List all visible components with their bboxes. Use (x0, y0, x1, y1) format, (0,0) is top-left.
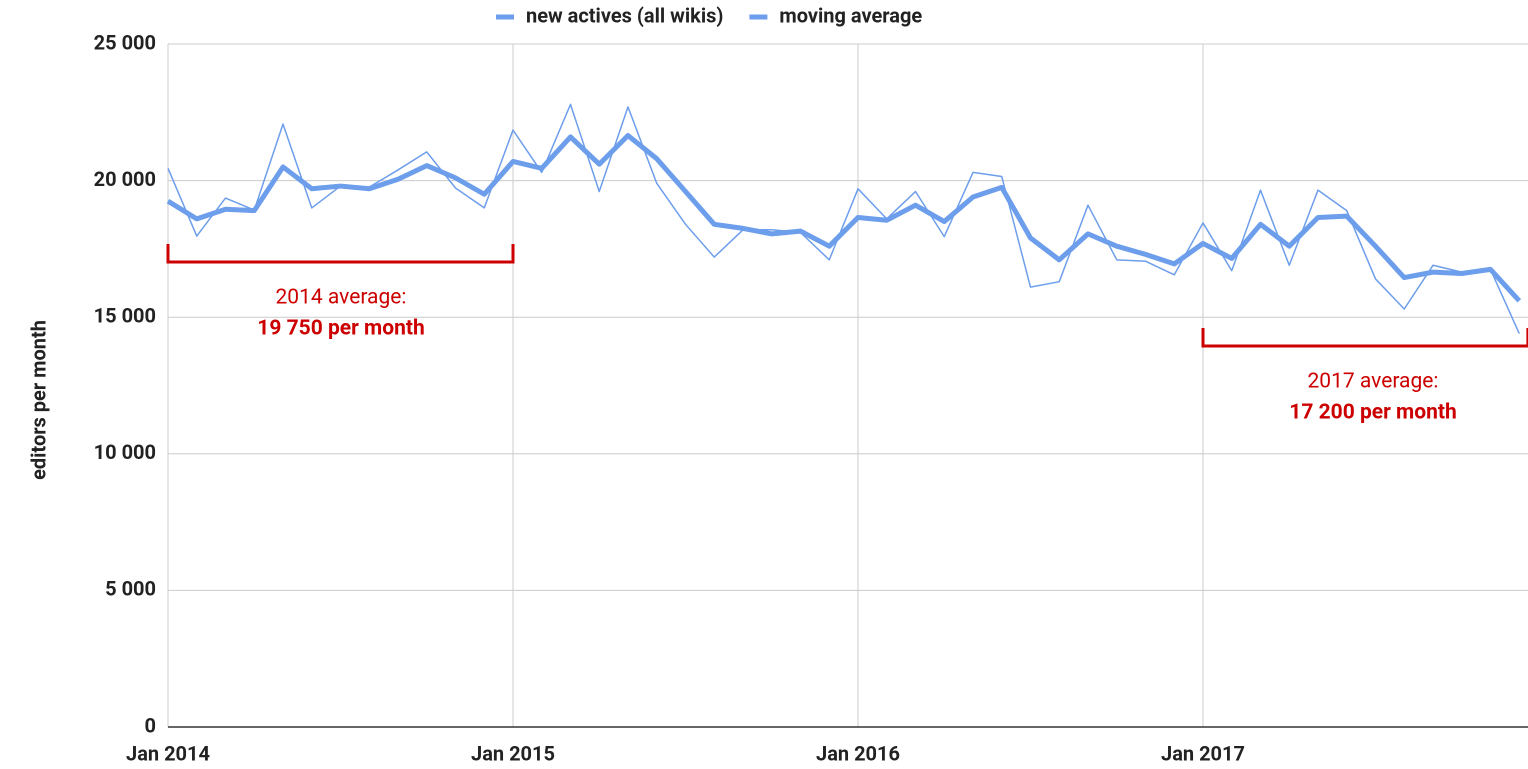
y-tick-label: 15 000 (94, 303, 156, 327)
annotation: 2017 average: (1307, 370, 1438, 394)
y-tick-label: 25 000 (94, 30, 156, 54)
annotation-emphasis: 19 750 per month (257, 317, 424, 341)
y-tick-label: 20 000 (94, 167, 156, 191)
y-tick-label: 10 000 (94, 440, 156, 464)
y-tick-label: 0 (145, 713, 156, 737)
y-axis-label: editors per month (26, 320, 50, 480)
line-series (166, 133, 1522, 303)
x-tick-label: Jan 2016 (816, 741, 900, 765)
bracket (1201, 328, 1528, 348)
x-tick-label: Jan 2015 (471, 741, 555, 765)
annotation: 2014 average: (275, 286, 406, 310)
line-series (167, 103, 1520, 334)
legend-label: moving average (779, 3, 922, 27)
x-tick-label: Jan 2017 (1161, 741, 1245, 765)
x-tick-label: Jan 2014 (126, 741, 210, 765)
legend-label: new actives (all wikis) (526, 3, 723, 27)
y-tick-label: 5 000 (105, 577, 156, 601)
annotation-emphasis: 17 200 per month (1289, 401, 1456, 425)
bracket (166, 244, 515, 264)
